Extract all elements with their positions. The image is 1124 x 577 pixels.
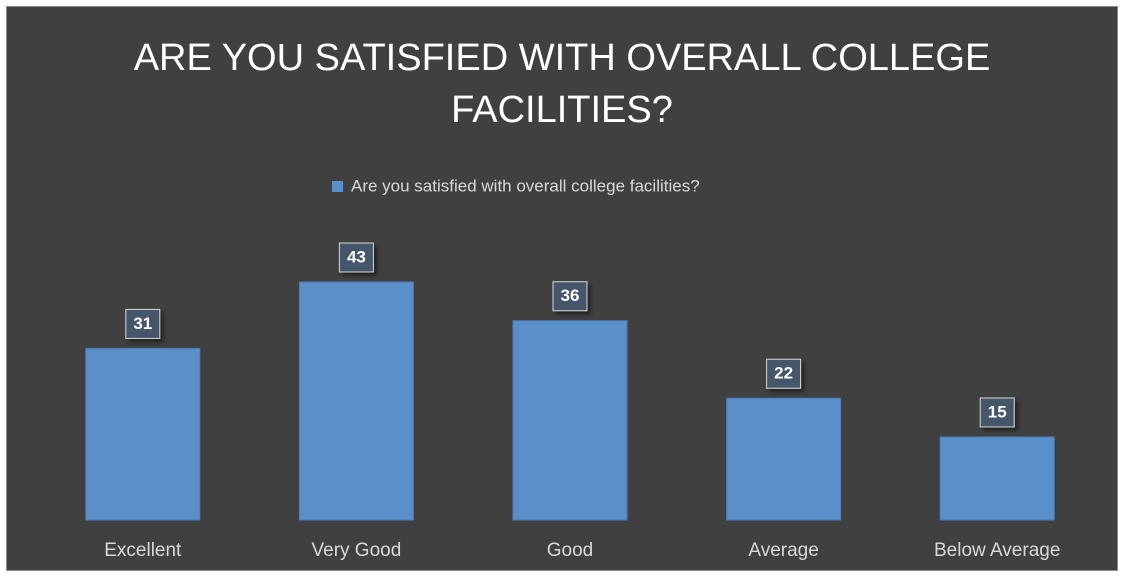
data-label-box [125, 308, 161, 339]
data-label: 31 [133, 314, 152, 333]
x-tick-label: Average [748, 540, 818, 561]
data-label: 36 [561, 286, 580, 305]
bar [298, 281, 414, 521]
x-tick-label: Excellent [104, 540, 182, 561]
x-tick-label: Good [547, 540, 593, 561]
data-label-box [979, 397, 1015, 428]
data-label-box [338, 242, 374, 273]
legend-swatch [332, 181, 343, 192]
data-label: 15 [988, 402, 1007, 421]
bar [512, 320, 628, 521]
data-label: 43 [347, 247, 366, 266]
data-label-box [766, 358, 802, 389]
bar [85, 347, 201, 521]
bar [726, 397, 842, 521]
legend-label: Are you satisfied with overall college f… [351, 176, 700, 195]
x-tick-label: Very Good [312, 540, 402, 561]
data-label: 22 [774, 364, 793, 383]
x-tick-label: Below Average [934, 540, 1060, 561]
bar [939, 436, 1055, 521]
data-label-box [552, 281, 588, 312]
chart-title: ARE YOU SATISFIED WITH OVERALL COLLEGE F… [133, 37, 991, 131]
